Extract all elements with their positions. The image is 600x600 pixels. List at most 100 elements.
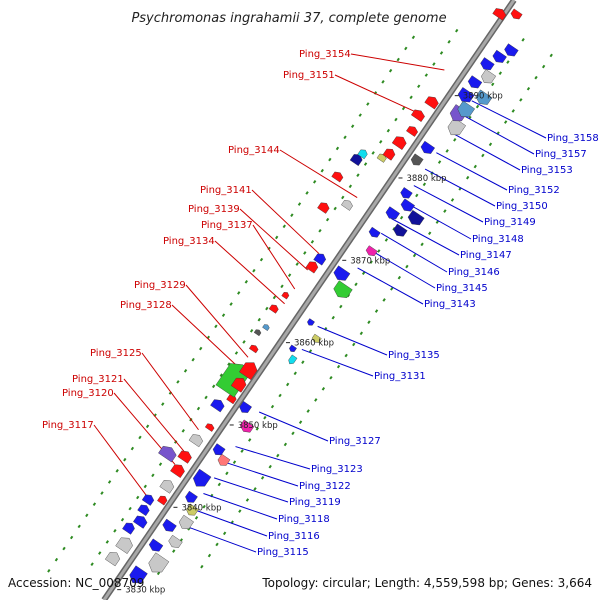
tick-mark [151,473,155,478]
connector-left [123,378,185,452]
gene-label-right: Ping_3146 [448,267,500,278]
gene-label-right: Ping_3143 [424,299,476,310]
tick-mark [249,328,254,333]
connector-left [214,240,285,305]
tick-mark [526,86,531,91]
gene-feature [313,253,327,266]
gene-feature [168,534,183,548]
tick-mark [481,153,485,158]
tick-mark [397,275,401,280]
tick-mark [196,406,201,411]
tick-mark [374,309,379,313]
tick-mark [194,515,199,520]
tick-mark [344,353,348,358]
gene-feature [137,504,150,517]
gene-feature [307,318,315,326]
tick-mark [321,387,326,391]
gene-label-left: Ping_3129 [134,280,186,291]
tick-mark [215,542,219,547]
connector-left [279,149,358,199]
gene-feature [177,450,192,464]
kbp-label: 3870 kbp [350,256,390,266]
gene-feature [410,109,425,122]
gene-feature [467,75,483,89]
connector-left [334,74,416,113]
gene-feature [188,434,204,448]
gene-feature [382,148,396,161]
gene-feature [357,149,368,160]
gene-feature [457,87,475,103]
gene-feature [481,69,497,84]
tick-mark [107,480,112,484]
gene-feature [178,514,194,529]
tick-mark [519,98,523,102]
tick-mark [443,209,447,213]
tick-mark [424,73,428,77]
tick-mark [217,482,221,487]
tick-mark [237,291,241,295]
tick-mark [260,475,265,480]
gene-feature [133,515,148,529]
tick-mark [200,564,204,569]
tick-mark [202,504,206,509]
connector-right [413,185,484,223]
gene-feature [248,344,259,354]
tick-mark [348,184,353,189]
gene-feature [268,304,279,314]
accession-text: Accession: NC_008709 [8,576,144,590]
tick-mark [361,271,366,276]
tick-mark [439,51,444,55]
tick-mark [354,282,358,287]
tick-mark [276,453,280,458]
gene-feature [457,100,476,118]
gene-feature [170,464,185,478]
gene-label-left: Ping_3134 [163,236,215,247]
gene-feature [480,57,495,71]
tick-mark [366,102,370,106]
gene-label-right: Ping_3123 [311,464,363,475]
tick-mark [329,375,333,380]
gene-label-right: Ping_3147 [460,250,512,261]
gene-feature [475,89,493,105]
gene-feature [262,324,270,331]
gene-feature [162,518,177,532]
connector-right [461,114,535,155]
tick-mark [491,82,495,87]
tick-mark [275,235,279,240]
gene-feature [115,537,133,554]
tick-mark [240,449,244,453]
tick-mark [54,557,59,562]
gene-feature [212,443,226,456]
tick-mark [298,420,303,425]
tick-mark [386,128,391,133]
tick-mark [521,38,525,42]
gene-feature [159,480,175,494]
tick-mark [47,569,51,573]
label-connectors [93,53,547,553]
tick-mark [363,162,368,166]
tick-mark [113,529,117,533]
connector-right [301,348,374,377]
gene-feature [424,96,439,110]
connector-left [251,189,320,254]
tick-mark [541,64,546,69]
gene-feature [204,423,215,432]
gene-feature [504,43,519,57]
gene-label-right: Ping_3148 [472,234,524,245]
gene-feature [185,490,198,503]
kbp-label: 3880 kbp [406,174,446,184]
tick-mark [379,140,383,144]
gene-feature [104,552,121,567]
gene-feature [253,329,262,337]
tick-mark [475,104,480,109]
tick-mark [549,53,553,58]
kbp-label: 3850 kbp [238,421,278,431]
tick-mark [90,562,94,566]
tick-mark [335,146,340,151]
tick-mark [290,213,294,217]
connector-right [391,218,460,256]
connector-right [235,446,311,470]
tick-mark [227,362,231,366]
tick-mark [211,384,216,389]
gene-label-right: Ping_3153 [521,165,573,176]
